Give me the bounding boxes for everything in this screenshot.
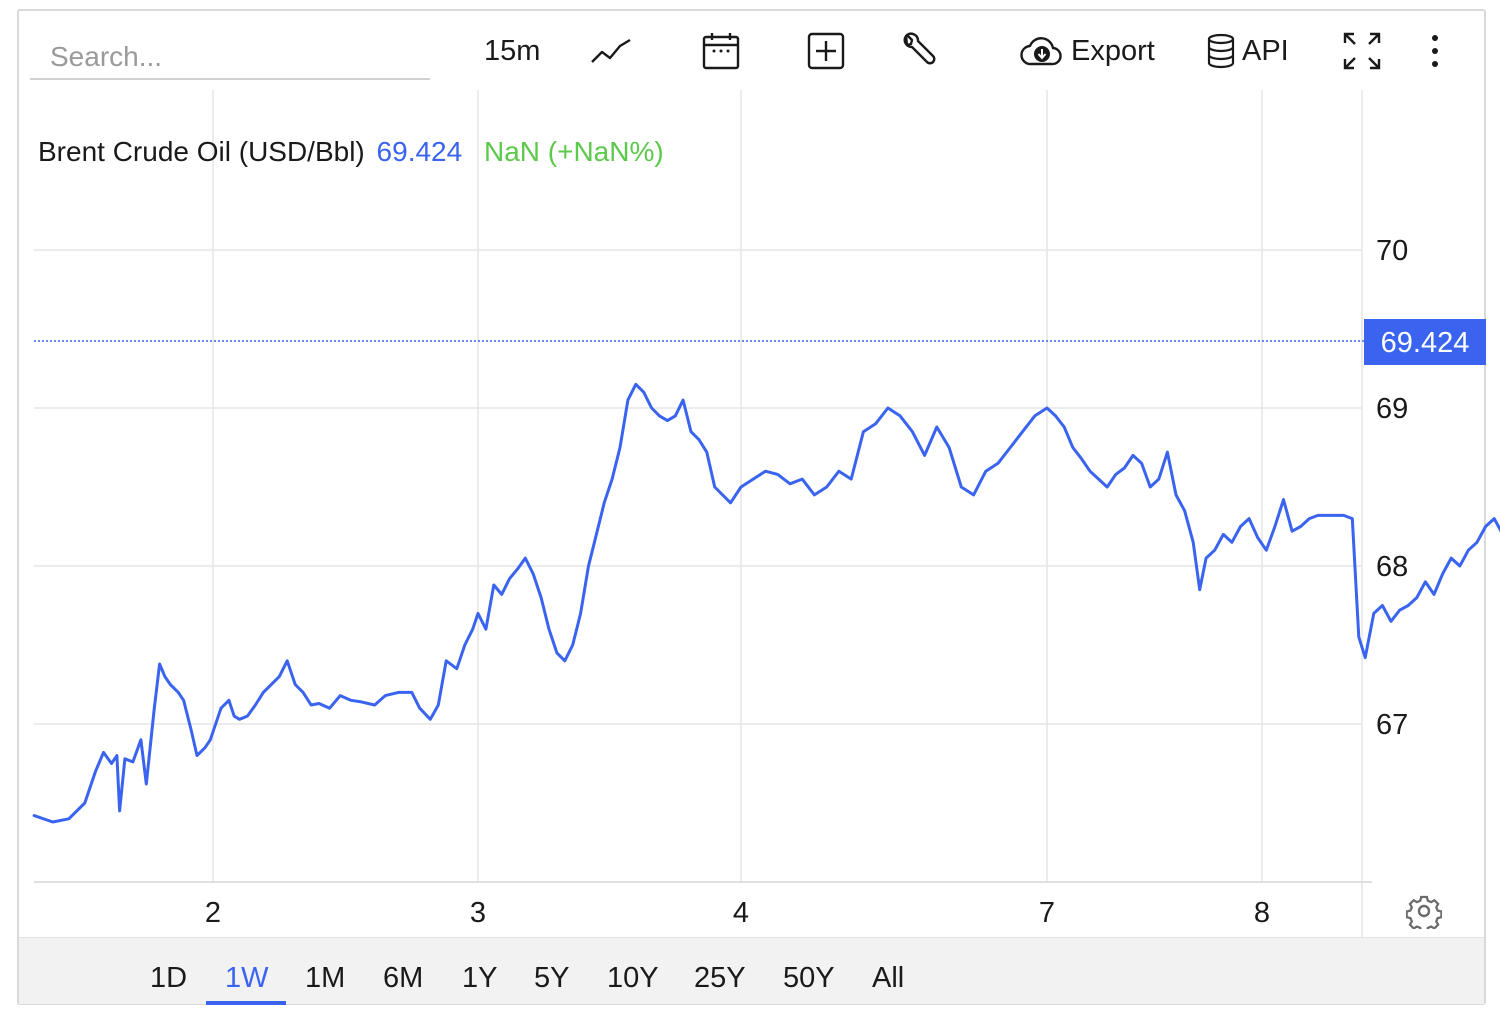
settings-button[interactable] [1405, 893, 1443, 934]
database-icon [1207, 33, 1235, 69]
api-button[interactable]: API [1206, 26, 1289, 76]
wrench-icon [903, 32, 936, 65]
chart-legend: Brent Crude Oil (USD/Bbl) 69.424 NaN (+N… [38, 136, 664, 168]
instrument-name: Brent Crude Oil (USD/Bbl) [38, 136, 365, 167]
fullscreen-icon [1343, 32, 1381, 70]
line-chart-icon [591, 38, 631, 63]
legend-change: NaN (+NaN%) [483, 136, 664, 167]
x-tick-label: 2 [205, 897, 221, 929]
search-input[interactable] [30, 36, 430, 80]
tools-button[interactable] [900, 26, 938, 76]
active-range-underline [206, 1001, 286, 1005]
plus-box-icon [807, 32, 845, 70]
interval-label: 15m [484, 34, 541, 67]
range-6m[interactable]: 6M [383, 962, 424, 994]
api-label: API [1242, 34, 1289, 67]
chart-type-button[interactable] [590, 26, 632, 76]
last-price-badge-label: 69.424 [1381, 327, 1470, 359]
x-tick-label: 3 [470, 897, 486, 929]
y-tick-label: 67 [1376, 709, 1408, 741]
range-1m[interactable]: 1M [305, 962, 346, 994]
calendar-icon [702, 33, 740, 70]
interval-selector[interactable]: 15m [484, 26, 540, 76]
range-1y[interactable]: 1Y [462, 962, 498, 994]
range-1w[interactable]: 1W [225, 962, 269, 994]
legend-price: 69.424 [376, 136, 463, 167]
x-tick-label: 8 [1254, 897, 1270, 929]
date-range-button[interactable] [702, 26, 740, 76]
more-vertical-icon [1432, 35, 1438, 67]
cloud-download-icon [1020, 37, 1062, 66]
more-options-button[interactable] [1426, 26, 1444, 76]
range-5y[interactable]: 5Y [534, 962, 570, 994]
price-chart[interactable]: 67 68 69 70 2 3 4 7 8 69.424 [0, 0, 1500, 937]
range-selector: 1D 1W 1M 6M 1Y 5Y 10Y 25Y 50Y All [19, 937, 1484, 1005]
range-all[interactable]: All [872, 962, 905, 994]
fullscreen-button[interactable] [1342, 26, 1382, 76]
x-tick-label: 7 [1039, 897, 1055, 929]
price-series-line [32, 382, 1500, 824]
y-tick-label: 68 [1376, 551, 1408, 583]
y-tick-label: 70 [1376, 235, 1408, 267]
export-button[interactable]: Export [1019, 26, 1155, 76]
y-tick-label: 69 [1376, 393, 1408, 425]
range-10y[interactable]: 10Y [607, 962, 659, 994]
add-indicator-button[interactable] [807, 26, 845, 76]
x-tick-label: 4 [733, 897, 749, 929]
range-25y[interactable]: 25Y [694, 962, 746, 994]
range-1d[interactable]: 1D [150, 962, 188, 994]
gear-icon [1405, 895, 1443, 933]
export-label: Export [1071, 34, 1155, 67]
chart-widget [17, 9, 1486, 1005]
range-50y[interactable]: 50Y [783, 962, 835, 994]
last-price-badge [1364, 319, 1486, 366]
